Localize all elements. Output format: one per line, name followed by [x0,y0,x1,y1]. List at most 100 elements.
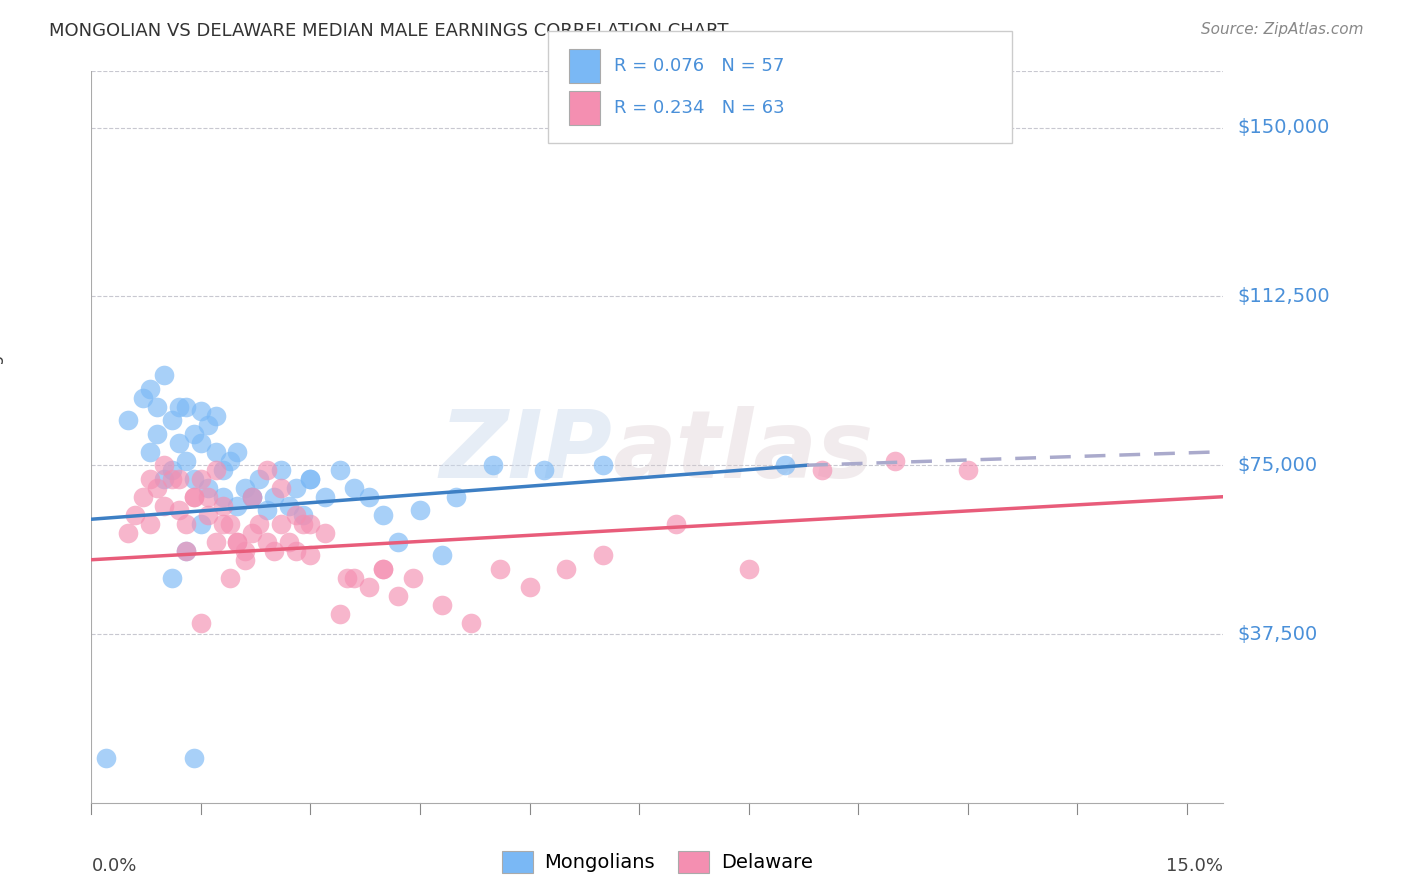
Point [810,463,832,477]
Point [139,516,162,531]
Point [190,615,212,630]
Point [204,444,226,458]
Point [219,571,242,585]
Point [176,543,198,558]
Text: Median Male Earnings: Median Male Earnings [0,346,4,528]
Point [204,534,226,549]
Point [176,543,198,558]
Point [139,444,162,458]
Point [146,426,169,441]
Point [373,508,395,522]
Point [737,562,759,576]
Point [277,499,299,513]
Point [329,463,352,477]
Point [592,548,614,562]
Point [190,404,212,418]
Point [430,548,453,562]
Point [263,490,285,504]
Point [773,458,796,473]
Text: MONGOLIAN VS DELAWARE MEDIAN MALE EARNINGS CORRELATION CHART: MONGOLIAN VS DELAWARE MEDIAN MALE EARNIN… [49,22,728,40]
Point [211,516,233,531]
Point [226,444,249,458]
Text: $112,500: $112,500 [1237,287,1330,306]
Point [190,516,212,531]
Point [233,543,256,558]
Point [329,607,352,621]
Point [204,409,226,423]
Point [183,751,205,765]
Text: $37,500: $37,500 [1237,624,1317,643]
Text: atlas: atlas [612,406,873,498]
Point [247,472,270,486]
Point [284,543,307,558]
Point [146,481,169,495]
Point [211,490,233,504]
Point [460,615,482,630]
Text: $75,000: $75,000 [1237,456,1317,475]
Point [117,413,139,427]
Point [299,516,322,531]
Point [409,503,432,517]
Text: R = 0.234   N = 63: R = 0.234 N = 63 [614,99,785,117]
Point [357,580,380,594]
Point [176,453,198,467]
Point [167,472,190,486]
Point [314,490,336,504]
Text: $150,000: $150,000 [1237,118,1330,137]
Point [117,525,139,540]
Point [219,453,242,467]
Point [183,490,205,504]
Point [240,490,263,504]
Point [233,553,256,567]
Point [883,453,905,467]
Point [160,413,183,427]
Point [299,472,322,486]
Point [292,508,315,522]
Point [219,516,242,531]
Point [153,458,176,473]
Point [160,571,183,585]
Point [240,490,263,504]
Point [270,463,292,477]
Text: R = 0.076   N = 57: R = 0.076 N = 57 [614,57,785,75]
Point [256,534,278,549]
Point [270,481,292,495]
Point [94,751,117,765]
Point [167,400,190,414]
Point [256,503,278,517]
Point [299,548,322,562]
Point [284,508,307,522]
Point [197,417,219,432]
Point [247,516,270,531]
Point [190,472,212,486]
Point [357,490,380,504]
Point [240,490,263,504]
Point [482,458,505,473]
Point [263,543,285,558]
Point [160,463,183,477]
Point [664,516,686,531]
Point [139,472,162,486]
Point [197,508,219,522]
Point [197,481,219,495]
Point [190,435,212,450]
Point [240,525,263,540]
Legend: Mongolians, Delaware: Mongolians, Delaware [494,843,821,881]
Text: 0.0%: 0.0% [91,857,136,875]
Point [153,499,176,513]
Point [153,472,176,486]
Point [131,391,153,405]
Point [270,516,292,531]
Point [176,516,198,531]
Text: ZIP: ZIP [439,406,612,498]
Point [343,571,366,585]
Point [387,589,409,603]
Point [402,571,425,585]
Point [446,490,468,504]
Point [183,490,205,504]
Point [160,472,183,486]
Point [373,562,395,576]
Point [284,481,307,495]
Point [592,458,614,473]
Point [233,481,256,495]
